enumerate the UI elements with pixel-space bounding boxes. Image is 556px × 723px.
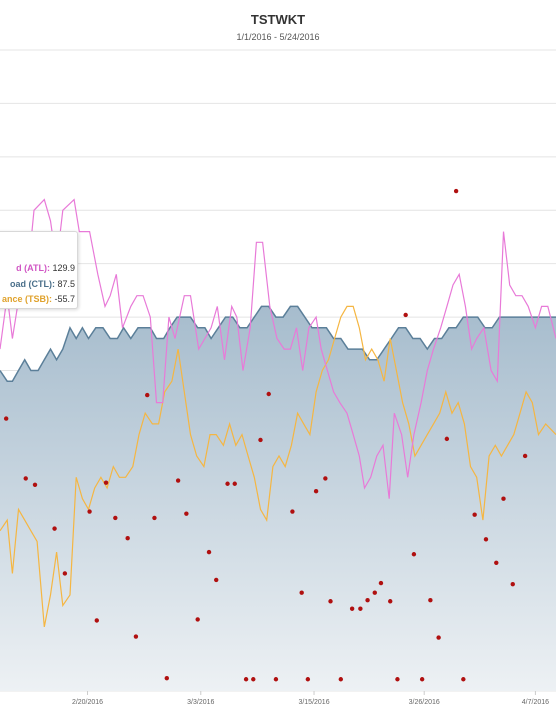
tss-point [32, 482, 38, 488]
tss-point [419, 677, 425, 682]
tss-point [23, 476, 28, 481]
tss-point [175, 478, 181, 483]
tss-point [232, 481, 237, 486]
tss-point [472, 512, 477, 517]
tooltip-tsb-row: ance (TSB): -55.7 [0, 294, 75, 304]
tss-point [328, 599, 333, 604]
tooltip-atl-value: 129.9 [52, 263, 75, 273]
tss-point [243, 677, 249, 682]
x-tick-label: 3/26/2016 [409, 699, 440, 706]
tss-point [266, 391, 271, 397]
tss-point [133, 634, 139, 639]
tss-point [378, 580, 384, 586]
x-axis: 2/20/2016 3/3/2016 3/15/2016 3/26/2016 4/7/2… [72, 691, 549, 706]
x-tick-label: 3/3/2016 [187, 699, 214, 706]
tss-point [365, 597, 370, 603]
tsb-line [0, 305, 556, 628]
tss-point [436, 635, 441, 640]
tss-point [225, 481, 230, 486]
tss-point [214, 577, 219, 583]
tss-point [273, 677, 279, 682]
series-layer [0, 188, 556, 691]
tss-point [206, 549, 212, 555]
tss-point [164, 675, 169, 681]
data-tooltip: d (ATL): 129.9 oad (CTL): 87.5 ance (TSB… [0, 231, 78, 309]
atl-line [0, 198, 556, 499]
tss-point [3, 416, 9, 421]
tooltip-tsb-label: ance (TSB): [1, 294, 52, 304]
tss-point [87, 509, 92, 514]
chart-title: TSTWKT [250, 12, 306, 27]
tss-point [372, 590, 377, 595]
tss-point [483, 537, 489, 542]
tss-point [184, 511, 189, 516]
tss-point [299, 590, 304, 595]
ctl-area [0, 306, 556, 691]
tss-point [444, 436, 450, 442]
tooltip-ctl-row: oad (CTL): 87.5 [0, 279, 75, 289]
tss-point [125, 536, 130, 541]
tss-point [195, 617, 200, 622]
tss-point [251, 677, 256, 682]
ctl-line [0, 305, 556, 382]
tss-point [305, 677, 311, 682]
tss-point [323, 476, 328, 481]
tss-point [152, 515, 157, 521]
tooltip-ctl-value: 87.5 [57, 279, 75, 289]
tss-point [510, 581, 515, 587]
tss-point [349, 606, 355, 611]
tss-point [62, 571, 68, 576]
tss-point [145, 392, 150, 398]
tss-point [313, 489, 319, 494]
tss-point [113, 515, 118, 521]
chart-subtitle: 1/1/2016 - 5/24/2016 [236, 32, 320, 42]
tss-point [494, 560, 499, 565]
tooltip-ctl-label: oad (CTL): [9, 279, 55, 289]
tss-point [428, 597, 433, 603]
tss-point [338, 677, 344, 682]
tss-point [103, 480, 109, 485]
tss-point [358, 606, 363, 611]
tss-point [290, 509, 295, 514]
tss-point [258, 437, 263, 443]
tooltip-atl-label: d (ATL): [16, 263, 50, 273]
tss-point [395, 677, 400, 682]
tss-point [461, 677, 466, 682]
tss-point [522, 453, 528, 459]
tooltip-tsb-value: -55.7 [54, 294, 75, 304]
tss-point [453, 188, 459, 194]
x-tick-label: 4/7/2016 [522, 699, 549, 706]
x-tick-label: 2/20/2016 [72, 699, 103, 706]
tss-point [411, 552, 417, 557]
tooltip-atl-row: d (ATL): 129.9 [0, 263, 75, 273]
tss-point [501, 496, 506, 501]
tss-point [403, 312, 408, 318]
tss-point [388, 599, 393, 604]
x-tick-label: 3/15/2016 [298, 699, 329, 706]
tss-point [52, 526, 57, 531]
tss-point [94, 618, 99, 623]
